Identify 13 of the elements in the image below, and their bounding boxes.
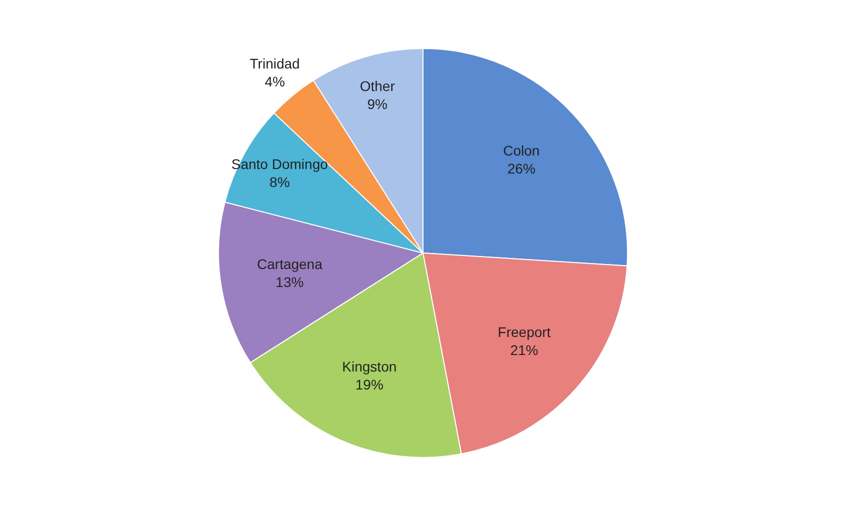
data-label: 26% xyxy=(507,160,536,176)
slice-label: Other xyxy=(360,78,396,94)
data-label: 4% xyxy=(264,74,285,90)
data-label: 9% xyxy=(367,96,388,112)
slice-label: Trinidad xyxy=(250,56,300,72)
data-label: 8% xyxy=(270,174,290,190)
data-label: 19% xyxy=(355,376,384,393)
slice-label: Cartagena xyxy=(256,256,323,272)
data-label: 21% xyxy=(510,342,538,358)
slice-label: Colon xyxy=(503,142,540,158)
slice-label: Freeport xyxy=(498,324,551,340)
data-label: 13% xyxy=(276,274,304,290)
slice-label: Kingston xyxy=(342,358,397,375)
